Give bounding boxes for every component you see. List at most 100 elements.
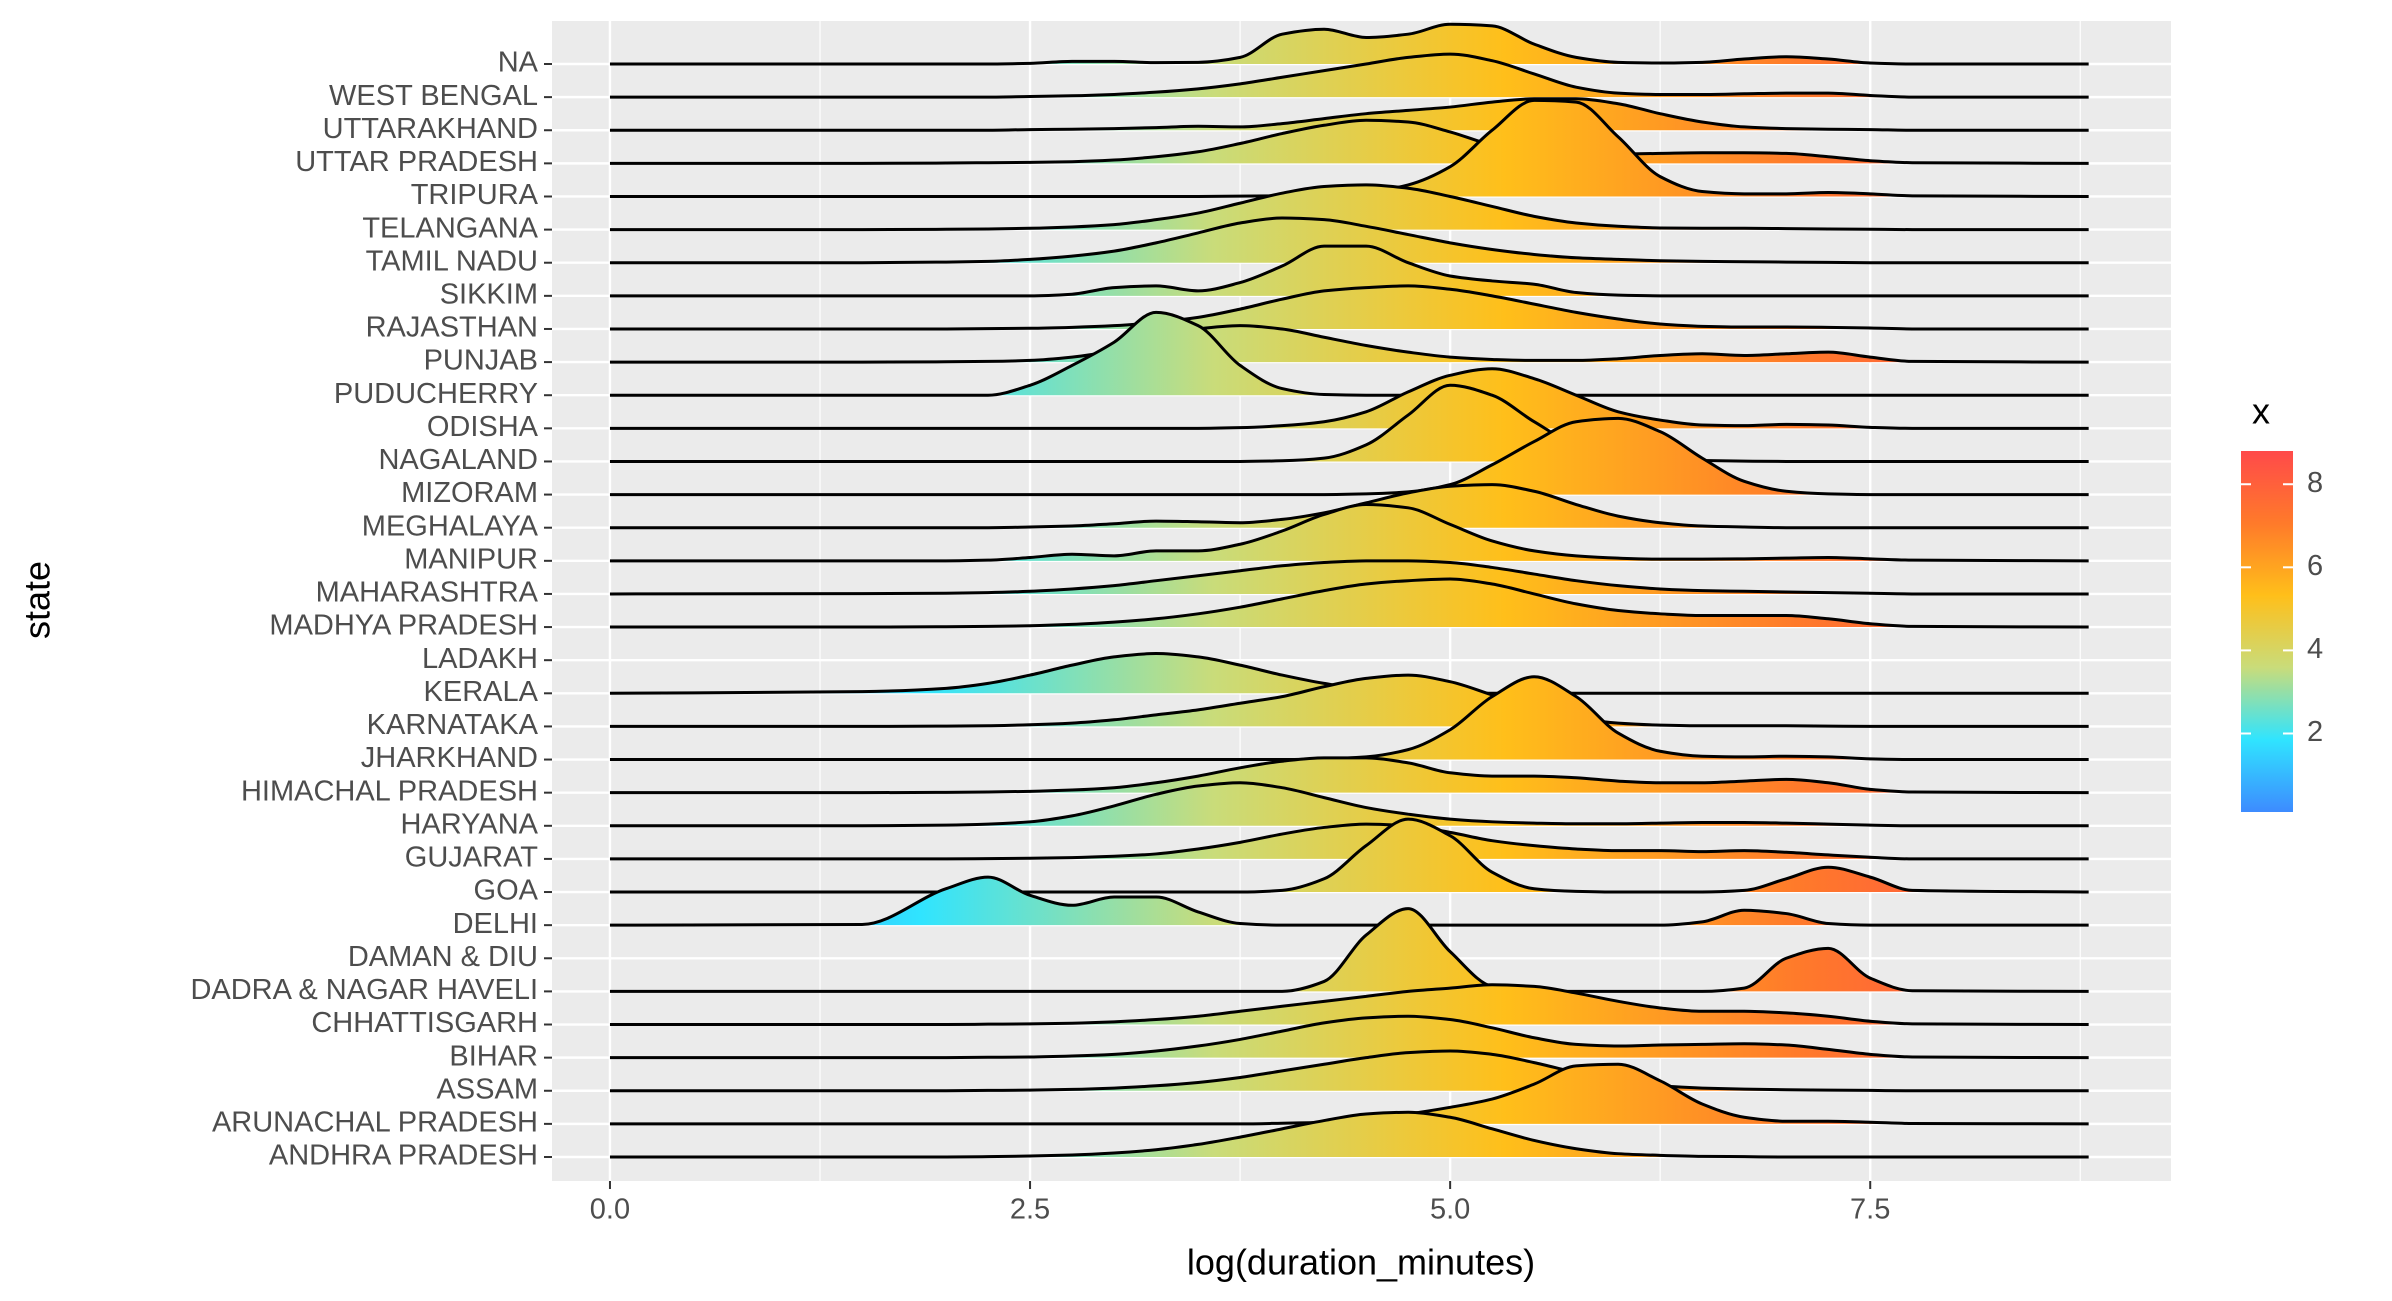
x-axis-title: log(duration_minutes)	[1187, 1242, 1535, 1283]
ridge-line	[609, 907, 2089, 993]
ridge-area	[609, 675, 2089, 727]
ridge	[609, 907, 2089, 993]
ridge	[609, 52, 2089, 99]
ridge-area	[609, 1016, 2089, 1058]
y-tick-label: MAHARASHTRA	[316, 577, 539, 609]
y-tick-label: UTTAR PRADESH	[295, 146, 538, 178]
ridge	[609, 983, 2089, 1027]
y-tick-label: LADAKH	[422, 643, 538, 675]
ridge-area	[609, 120, 2089, 164]
ridge-line	[609, 244, 2089, 298]
y-tick-label: RAJASTHAN	[366, 312, 538, 344]
ridge	[609, 416, 2089, 497]
y-axis-title: state	[17, 561, 58, 639]
ridge-line	[609, 781, 2089, 828]
y-tick-label: MADHYA PRADESH	[269, 610, 538, 642]
ridge-line	[609, 673, 2089, 728]
ridge-line	[609, 367, 2089, 430]
ridge	[609, 118, 2089, 165]
ridge-line	[609, 416, 2089, 497]
ridge-line	[609, 1014, 2089, 1060]
ridge-line	[609, 284, 2089, 331]
ridge	[609, 675, 2089, 762]
legend-tick-label: 2	[2307, 716, 2323, 748]
ridge	[609, 367, 2089, 430]
y-tick-label: MANIPUR	[404, 543, 538, 575]
ridge-line	[609, 1049, 2089, 1093]
y-tick-label: KARNATAKA	[367, 709, 539, 741]
ridge	[609, 673, 2089, 728]
ridge-line	[609, 559, 2089, 596]
y-tick-label: CHHATTISGARH	[311, 1007, 538, 1039]
ridge-area	[609, 246, 2089, 296]
ridge-line	[609, 52, 2089, 99]
ridge-area	[609, 285, 2089, 329]
y-tick-label: DELHI	[453, 908, 538, 940]
y-tick-label: ARUNACHAL PRADESH	[212, 1107, 538, 1139]
y-tick-label: UTTARAKHAND	[323, 113, 538, 145]
y-tick-label: ODISHA	[427, 411, 539, 443]
y-tick-label: MIZORAM	[401, 477, 538, 509]
ridge-line	[609, 756, 2089, 795]
ridge	[609, 183, 2089, 232]
legend-tick-label: 4	[2307, 633, 2323, 665]
y-tick-label: DAMAN & DIU	[348, 941, 538, 973]
ridge	[609, 1049, 2089, 1093]
y-tick-label: WEST BENGAL	[329, 80, 538, 112]
ridge-area	[609, 560, 2089, 594]
ridge-area	[609, 819, 2089, 893]
ridge-area	[609, 1112, 2089, 1157]
ridge-area	[609, 325, 2089, 363]
ridge-area	[609, 54, 2089, 98]
ridge-line	[609, 483, 2089, 530]
y-tick-label: HARYANA	[400, 808, 538, 840]
color-legend: 2 4 6 8	[2241, 451, 2323, 812]
ridge-area	[609, 1051, 2089, 1091]
ridge-area	[609, 184, 2089, 230]
legend-title: x	[2252, 391, 2270, 432]
ridge	[609, 1110, 2089, 1159]
ridge-line	[609, 22, 2089, 66]
y-tick-label: TELANGANA	[362, 212, 538, 244]
ridge-area	[609, 24, 2089, 64]
ridge	[609, 216, 2089, 265]
ridge	[609, 284, 2089, 331]
ridge	[609, 244, 2089, 298]
legend-tick-label: 8	[2307, 467, 2323, 499]
y-tick-label: PUDUCHERRY	[334, 378, 538, 410]
ridge	[609, 383, 2089, 463]
y-tick-label: NA	[498, 47, 539, 79]
ridge-line	[609, 503, 2089, 563]
ridge-line	[609, 97, 2089, 132]
y-tick-label: DADRA & NAGAR HAVELI	[190, 974, 538, 1006]
ridge-line	[609, 118, 2089, 165]
ridge-line	[609, 324, 2089, 364]
y-tick-label: GOA	[474, 875, 539, 907]
ridge	[609, 22, 2089, 66]
ridge-line	[609, 577, 2089, 629]
ridge-area	[609, 757, 2089, 793]
ridge	[609, 503, 2089, 563]
ridge-line	[609, 183, 2089, 232]
ridge-line	[609, 983, 2089, 1027]
y-tick-label: NAGALAND	[378, 444, 538, 476]
y-tick-label: TAMIL NADU	[366, 245, 538, 277]
ridge-area	[609, 218, 2089, 263]
x-tick-label: 5.0	[1430, 1194, 1470, 1226]
y-tick-label: KERALA	[424, 676, 539, 708]
y-tick-label: GUJARAT	[405, 842, 538, 874]
y-tick-label: JHARKHAND	[361, 742, 538, 774]
ridge-line	[609, 216, 2089, 265]
ridge	[609, 577, 2089, 629]
ridge	[609, 559, 2089, 596]
legend-tick-label: 6	[2307, 550, 2323, 582]
y-tick-label: TRIPURA	[411, 179, 539, 211]
ridges	[609, 22, 2089, 1159]
y-tick-label: BIHAR	[449, 1040, 538, 1072]
ridge-area	[609, 824, 2089, 859]
color-bar	[2241, 451, 2293, 812]
x-tick-label: 7.5	[1850, 1194, 1890, 1226]
ridge	[609, 1014, 2089, 1060]
ridge-area	[609, 579, 2089, 628]
